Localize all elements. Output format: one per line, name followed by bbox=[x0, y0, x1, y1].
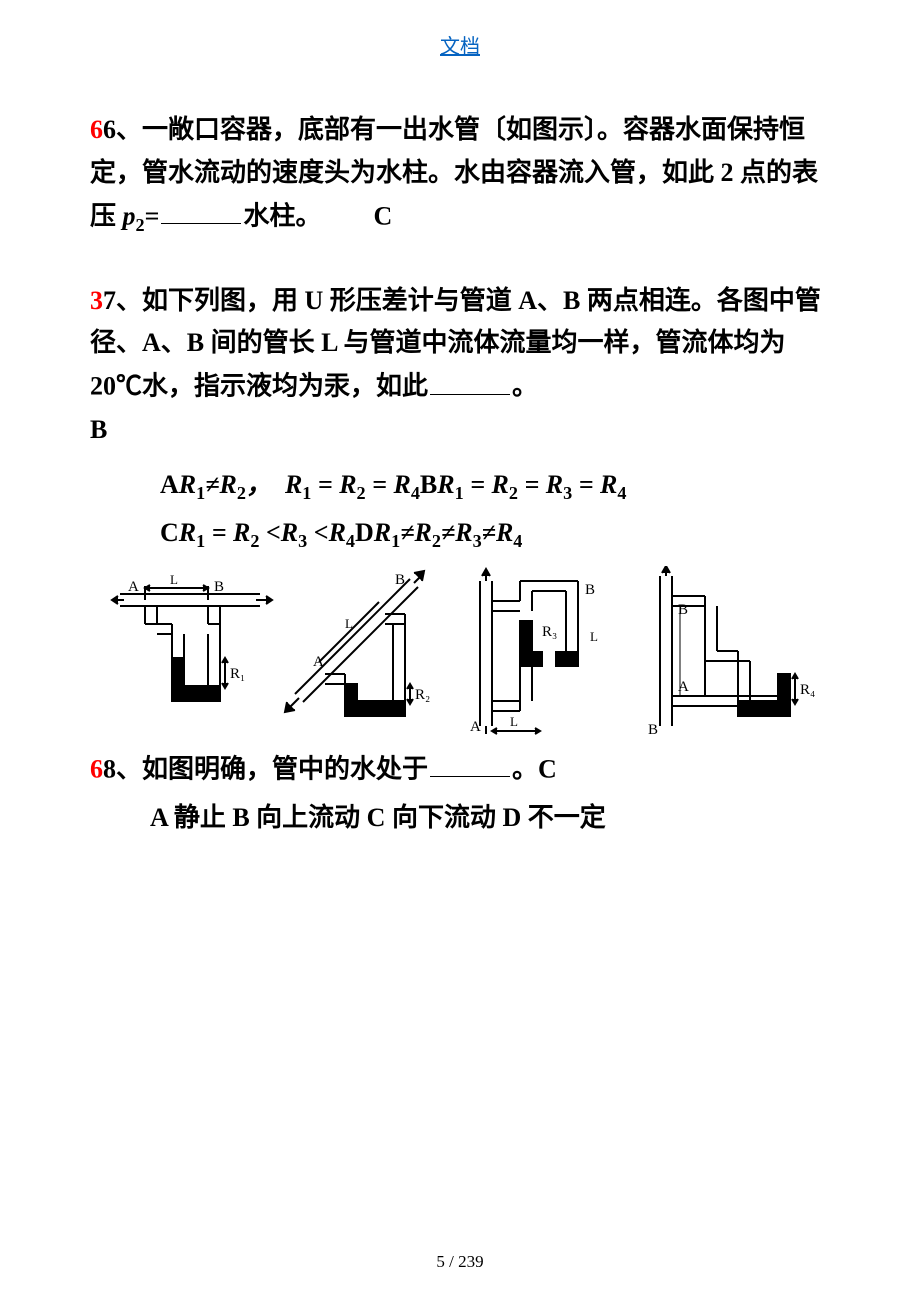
q37-num-red: 3 bbox=[90, 286, 103, 315]
q66-answer: C bbox=[373, 201, 392, 230]
d3-label-R: R₃ bbox=[542, 624, 557, 640]
header-link[interactable]: 文档 bbox=[90, 30, 830, 59]
q37-answer: B bbox=[90, 415, 107, 444]
q66-text3: 水柱。 bbox=[243, 201, 321, 230]
question-37: 37、如下列图，用 U 形压差计与管道 A、B 两点相连。各图中管径、A、B 间… bbox=[90, 280, 830, 452]
d2-label-L: L bbox=[345, 616, 353, 631]
d1-label-R: R₁ bbox=[230, 666, 245, 682]
diagram-row: A L B R₁ bbox=[110, 566, 830, 736]
d3-label-B: B bbox=[585, 582, 595, 598]
d3-label-L-side: L bbox=[590, 629, 598, 644]
d4-label-B: B bbox=[648, 722, 658, 736]
question-68: 68、如图明确，管中的水处于 。C bbox=[90, 748, 830, 791]
d1-label-B: B bbox=[214, 579, 224, 595]
q37-formula-line1: AR1≠R2， R1 = R2 = R4BR1 = R2 = R3 = R4 bbox=[160, 462, 830, 510]
d1-label-A: A bbox=[128, 579, 139, 595]
diagram-2: A L B R₂ bbox=[275, 566, 460, 736]
footer-page: 5 bbox=[436, 1252, 445, 1271]
diagram-4: A B B R₄ bbox=[630, 566, 820, 736]
q66-num-black: 6 bbox=[103, 115, 116, 144]
footer-total: 239 bbox=[458, 1252, 484, 1271]
q68-options: A 静止 B 向上流动 C 向下流动 D 不一定 bbox=[150, 797, 830, 839]
q37-text2: 。 bbox=[512, 372, 538, 401]
q66-blank bbox=[161, 195, 241, 225]
d4-label-R: R₄ bbox=[800, 682, 815, 698]
q68-num-red: 6 bbox=[90, 754, 103, 783]
diagram-1: A L B R₁ bbox=[110, 566, 275, 736]
d3-label-L-bottom: L bbox=[510, 714, 518, 729]
footer-sep: / bbox=[445, 1252, 458, 1271]
q68-answer: C bbox=[538, 754, 557, 783]
q37-blank bbox=[430, 365, 510, 395]
diagram-3: R₃ A B L L bbox=[460, 566, 630, 736]
page-footer: 5 / 239 bbox=[0, 1252, 920, 1272]
q66-sub: 2 bbox=[136, 215, 145, 235]
d2-label-A: A bbox=[313, 654, 324, 670]
d4-label-B-top: B bbox=[678, 602, 688, 618]
d2-label-R: R₂ bbox=[415, 687, 430, 703]
q66-var: p bbox=[123, 201, 136, 230]
q37-formulas: AR1≠R2， R1 = R2 = R4BR1 = R2 = R3 = R4 C… bbox=[160, 462, 830, 558]
d4-label-A: A bbox=[678, 679, 689, 695]
q68-num-black: 8 bbox=[103, 754, 116, 783]
q68-blank bbox=[430, 748, 510, 778]
q37-num-black: 7 bbox=[103, 286, 116, 315]
q68-text1: 、如图明确，管中的水处于 bbox=[116, 754, 428, 783]
d3-label-A: A bbox=[470, 719, 481, 735]
d1-label-L: L bbox=[170, 572, 178, 587]
q68-text2: 。 bbox=[512, 754, 538, 783]
question-66: 66、一敞口容器，底部有一出水管〔如图示〕。容器水面保持恒定，管水流动的速度头为… bbox=[90, 109, 830, 240]
d2-label-B: B bbox=[395, 572, 405, 588]
q66-num-red: 6 bbox=[90, 115, 103, 144]
q37-formula-line2: CR1 = R2 <R3 <R4DR1≠R2≠R3≠R4 bbox=[160, 510, 830, 558]
document-page: 文档 66、一敞口容器，底部有一出水管〔如图示〕。容器水面保持恒定，管水流动的速… bbox=[0, 0, 920, 1302]
q66-eq: = bbox=[145, 201, 160, 230]
